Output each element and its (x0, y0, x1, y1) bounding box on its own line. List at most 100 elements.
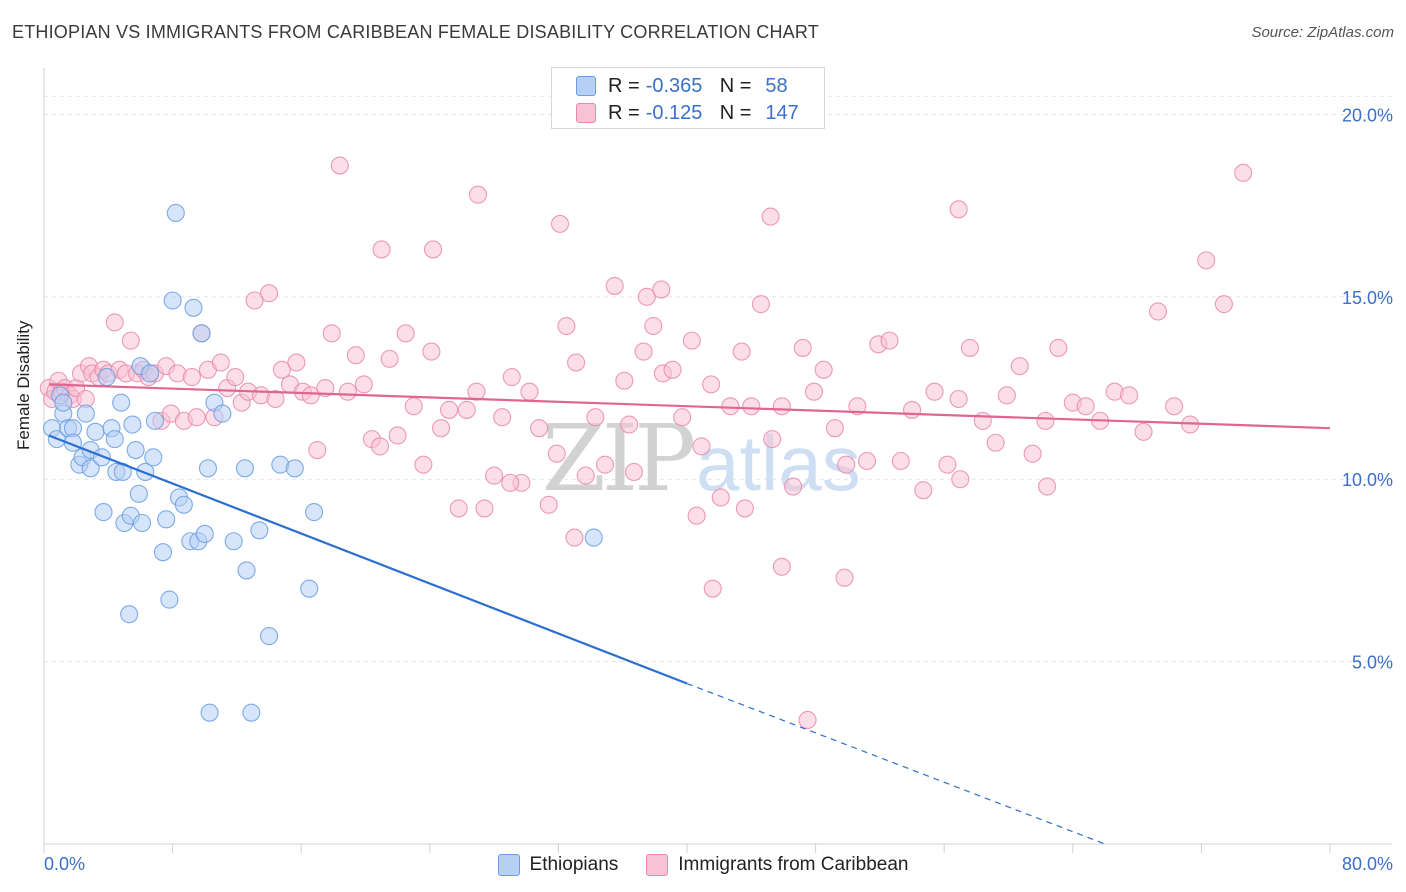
point-caribbean (951, 470, 970, 489)
point-caribbean (615, 371, 634, 390)
point-caribbean (848, 397, 867, 416)
point-caribbean (467, 382, 486, 401)
point-caribbean (784, 477, 803, 496)
point-caribbean (721, 397, 740, 416)
point-ethiopians (163, 291, 182, 310)
point-caribbean (702, 375, 721, 394)
point-caribbean (751, 295, 770, 314)
point-caribbean (1038, 477, 1057, 496)
point-caribbean (457, 400, 476, 419)
point-ethiopians (123, 415, 142, 434)
legend-item-caribbean[interactable]: Immigrants from Caribbean (646, 854, 908, 876)
point-caribbean (891, 451, 910, 471)
point-caribbean (595, 455, 615, 474)
point-caribbean (772, 397, 791, 416)
point-caribbean (316, 378, 335, 398)
point-ethiopians (126, 441, 145, 460)
x-tick-label: 80.0% (1342, 854, 1393, 874)
n-value: 58 (765, 74, 788, 97)
point-caribbean (793, 338, 812, 357)
point-caribbean (682, 331, 701, 350)
point-caribbean (287, 353, 306, 372)
point-caribbean (652, 280, 671, 299)
point-ethiopians (259, 627, 279, 646)
point-caribbean (530, 419, 549, 438)
point-ethiopians (153, 543, 173, 562)
point-ethiopians (305, 503, 324, 522)
point-caribbean (586, 408, 605, 427)
point-ethiopians (198, 459, 218, 478)
point-caribbean (301, 386, 320, 405)
point-caribbean (798, 710, 817, 730)
point-ethiopians (133, 513, 152, 533)
trend-line-ethiopians (48, 434, 688, 685)
y-tick-label: 15.0% (1342, 288, 1393, 308)
r-value: -0.125 (645, 101, 703, 124)
point-caribbean (565, 528, 584, 547)
point-caribbean (330, 156, 349, 175)
point-caribbean (404, 397, 423, 416)
watermark-zip: ZIP (542, 405, 693, 512)
point-caribbean (663, 360, 682, 379)
point-caribbean (673, 408, 692, 427)
point-caribbean (485, 466, 504, 485)
tick-labels: 5.0% 10.0% 15.0% 20.0% 0.0% 80.0% (44, 105, 1393, 874)
y-axis-title: Female Disability (14, 320, 33, 450)
point-caribbean (211, 353, 230, 372)
y-tick-label: 20.0% (1342, 105, 1393, 125)
point-caribbean (914, 481, 933, 500)
point-caribbean (502, 368, 521, 387)
point-caribbean (475, 499, 494, 518)
point-caribbean (105, 313, 124, 332)
series-legend: Ethiopians Immigrants from Caribbean (0, 852, 1406, 878)
trend-line-caribbean (48, 383, 1331, 430)
point-caribbean (857, 451, 877, 471)
trend-lines (48, 383, 1331, 845)
point-caribbean (804, 382, 824, 401)
point-caribbean (547, 444, 566, 463)
trend-line-ethiopians-extension (686, 682, 1106, 845)
point-ethiopians (195, 524, 214, 544)
point-caribbean (520, 382, 539, 401)
point-caribbean (354, 375, 373, 394)
point-caribbean (960, 338, 979, 357)
x-tick-label: 0.0% (44, 854, 85, 874)
point-caribbean (1036, 411, 1055, 430)
stats-row-ethiopians: R = -0.365 N = 58 (576, 73, 788, 99)
point-caribbean (825, 419, 844, 438)
point-ethiopians (120, 605, 139, 624)
n-label: N = (719, 74, 752, 97)
legend-item-ethiopians[interactable]: Ethiopians (497, 854, 618, 876)
point-caribbean (245, 291, 264, 310)
stats-row-caribbean: R = -0.125 N = 147 (576, 100, 799, 126)
point-caribbean (501, 473, 520, 492)
stats-legend: R = -0.365 N = 58 R = -0.125 N = 147 (551, 67, 825, 129)
point-caribbean (1023, 444, 1042, 463)
point-caribbean (624, 462, 644, 481)
point-caribbean (711, 488, 730, 507)
legend-label-caribbean: Immigrants from Caribbean (678, 854, 909, 875)
point-caribbean (567, 353, 586, 372)
point-caribbean (1010, 357, 1029, 376)
r-label: R = (608, 74, 640, 97)
point-ethiopians (81, 459, 100, 478)
point-caribbean (938, 455, 957, 474)
data-points (39, 156, 1253, 730)
point-caribbean (902, 400, 922, 419)
point-ethiopians (235, 459, 254, 478)
point-caribbean (396, 324, 415, 343)
point-caribbean (121, 331, 140, 350)
point-ethiopians (160, 590, 179, 609)
point-caribbean (763, 430, 782, 449)
point-caribbean (423, 240, 443, 259)
point-ethiopians (300, 579, 319, 598)
r-value: -0.365 (645, 74, 703, 97)
point-ethiopians (54, 393, 73, 412)
point-ethiopians (192, 324, 211, 343)
point-caribbean (732, 342, 751, 361)
point-caribbean (973, 411, 992, 430)
point-caribbean (620, 415, 639, 434)
chart-title: ETHIOPIAN VS IMMIGRANTS FROM CARIBBEAN F… (12, 22, 819, 42)
n-label: N = (719, 101, 752, 124)
